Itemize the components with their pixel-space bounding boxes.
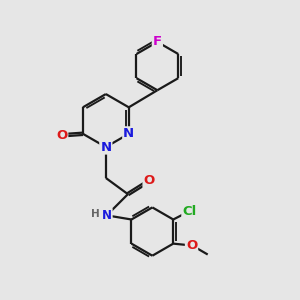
Text: O: O bbox=[186, 238, 197, 252]
Text: N: N bbox=[100, 141, 111, 154]
Text: O: O bbox=[143, 174, 155, 188]
Text: N: N bbox=[102, 209, 112, 222]
Text: F: F bbox=[153, 35, 162, 48]
Text: H: H bbox=[91, 209, 100, 220]
Text: N: N bbox=[123, 127, 134, 140]
Text: O: O bbox=[56, 129, 67, 142]
Text: Cl: Cl bbox=[182, 205, 197, 218]
